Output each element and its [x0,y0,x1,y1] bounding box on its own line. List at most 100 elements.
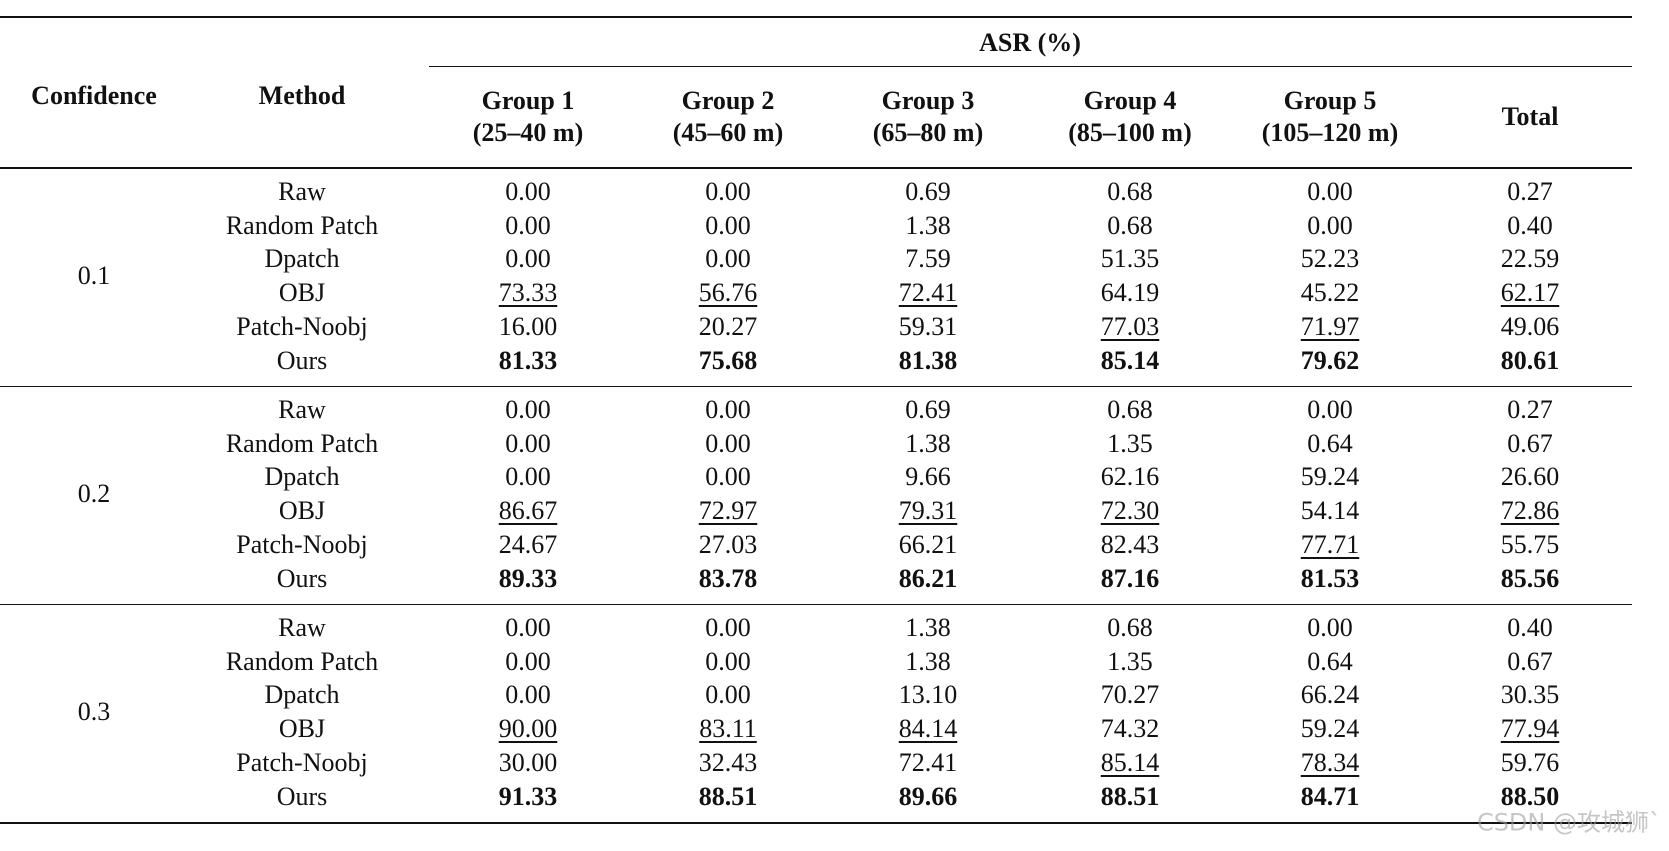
group-header: Group 1 [481,86,575,115]
value-cell: 0.68 [1107,395,1153,424]
value-cell: 9.66 [905,462,951,492]
value-cell: 30.00 [498,747,558,777]
value-cell: 1.38 [905,646,951,676]
group-header: Group 3 [881,86,975,115]
value-cell: 79.31 [898,496,958,526]
value-cell: 56.76 [698,278,758,308]
value-cell: 74.32 [1100,714,1160,744]
value-cell: 0.00 [1307,395,1353,424]
confidence-cell: 0.1 [77,261,111,291]
value-cell: 13.10 [898,680,958,710]
group-range: (65–80 m) [872,118,984,147]
value-cell: 0.00 [505,613,551,642]
value-cell: 66.21 [898,529,958,559]
value-cell: 72.97 [698,496,758,526]
value-cell: 24.67 [498,529,558,559]
value-cell: 1.35 [1107,646,1153,676]
value-cell: 1.38 [905,210,951,240]
value-cell: 0.67 [1507,646,1553,676]
value-cell: 0.00 [705,428,751,458]
value-cell: 49.06 [1500,311,1560,341]
value-cell: 84.14 [898,714,958,744]
method-cell: Dpatch [264,462,340,492]
value-cell: 86.67 [498,496,558,526]
value-cell: 0.00 [505,177,551,206]
value-cell: 64.19 [1100,278,1160,308]
value-cell: 79.62 [1300,345,1360,375]
value-cell: 59.31 [898,311,958,341]
method-cell: Patch-Noobj [236,747,368,777]
method-cell: Raw [278,177,326,206]
value-cell: 1.38 [905,613,951,642]
group-header: Group 2 [681,86,775,115]
value-cell: 88.51 [1100,781,1160,811]
group-range: (105–120 m) [1261,118,1399,147]
value-cell: 0.00 [705,680,751,710]
method-cell: Ours [276,563,328,593]
value-cell: 85.56 [1500,563,1560,593]
value-cell: 59.24 [1300,714,1360,744]
value-cell: 0.00 [505,680,551,710]
value-cell: 82.43 [1100,529,1160,559]
group-header: Group 4 [1083,86,1177,115]
value-cell: 72.86 [1500,496,1560,526]
value-cell: 22.59 [1500,244,1560,274]
method-cell: Ours [276,345,328,375]
value-cell: 72.41 [898,278,958,308]
value-cell: 81.53 [1300,563,1360,593]
method-cell: Patch-Noobj [236,311,368,341]
confidence-cell: 0.2 [77,479,111,509]
group-range: (85–100 m) [1068,118,1192,147]
value-cell: 91.33 [498,781,558,811]
value-cell: 62.17 [1500,278,1560,308]
value-cell: 71.97 [1300,311,1360,341]
value-cell: 77.94 [1500,714,1560,744]
value-cell: 89.33 [498,563,558,593]
bottom-rule [0,822,1632,824]
value-cell: 0.00 [705,646,751,676]
top-rule [0,16,1632,18]
value-cell: 32.43 [698,747,758,777]
value-cell: 73.33 [498,278,558,308]
value-cell: 0.00 [705,613,751,642]
value-cell: 1.35 [1107,428,1153,458]
value-cell: 80.61 [1500,345,1560,375]
method-cell: OBJ [278,278,326,308]
value-cell: 0.00 [705,177,751,206]
value-cell: 59.24 [1300,462,1360,492]
method-cell: Dpatch [264,244,340,274]
value-cell: 0.00 [505,395,551,424]
column-header: Confidence [31,81,157,110]
method-cell: Random Patch [225,428,379,458]
value-cell: 0.40 [1507,613,1553,642]
method-cell: Random Patch [225,646,379,676]
column-header: Method [258,81,346,110]
value-cell: 51.35 [1100,244,1160,274]
value-cell: 0.00 [1307,613,1353,642]
group-range: (25–40 m) [472,118,584,147]
group-label: ASR (%) [979,28,1081,57]
value-cell: 0.00 [505,428,551,458]
value-cell: 0.68 [1107,177,1153,206]
value-cell: 54.14 [1300,496,1360,526]
value-cell: 81.38 [898,345,958,375]
value-cell: 89.66 [898,781,958,811]
value-cell: 0.67 [1507,428,1553,458]
value-cell: 72.30 [1100,496,1160,526]
value-cell: 83.78 [698,563,758,593]
value-cell: 0.00 [705,244,751,274]
value-cell: 27.03 [698,529,758,559]
value-cell: 81.33 [498,345,558,375]
value-cell: 0.00 [505,646,551,676]
value-cell: 87.16 [1100,563,1160,593]
value-cell: 0.00 [1307,210,1353,240]
confidence-cell: 0.3 [77,697,111,727]
method-cell: Ours [276,781,328,811]
value-cell: 30.35 [1500,680,1560,710]
value-cell: 78.34 [1300,747,1360,777]
value-cell: 16.00 [498,311,558,341]
method-cell: Raw [278,395,326,424]
value-cell: 0.64 [1307,428,1353,458]
value-cell: 83.11 [699,714,757,744]
